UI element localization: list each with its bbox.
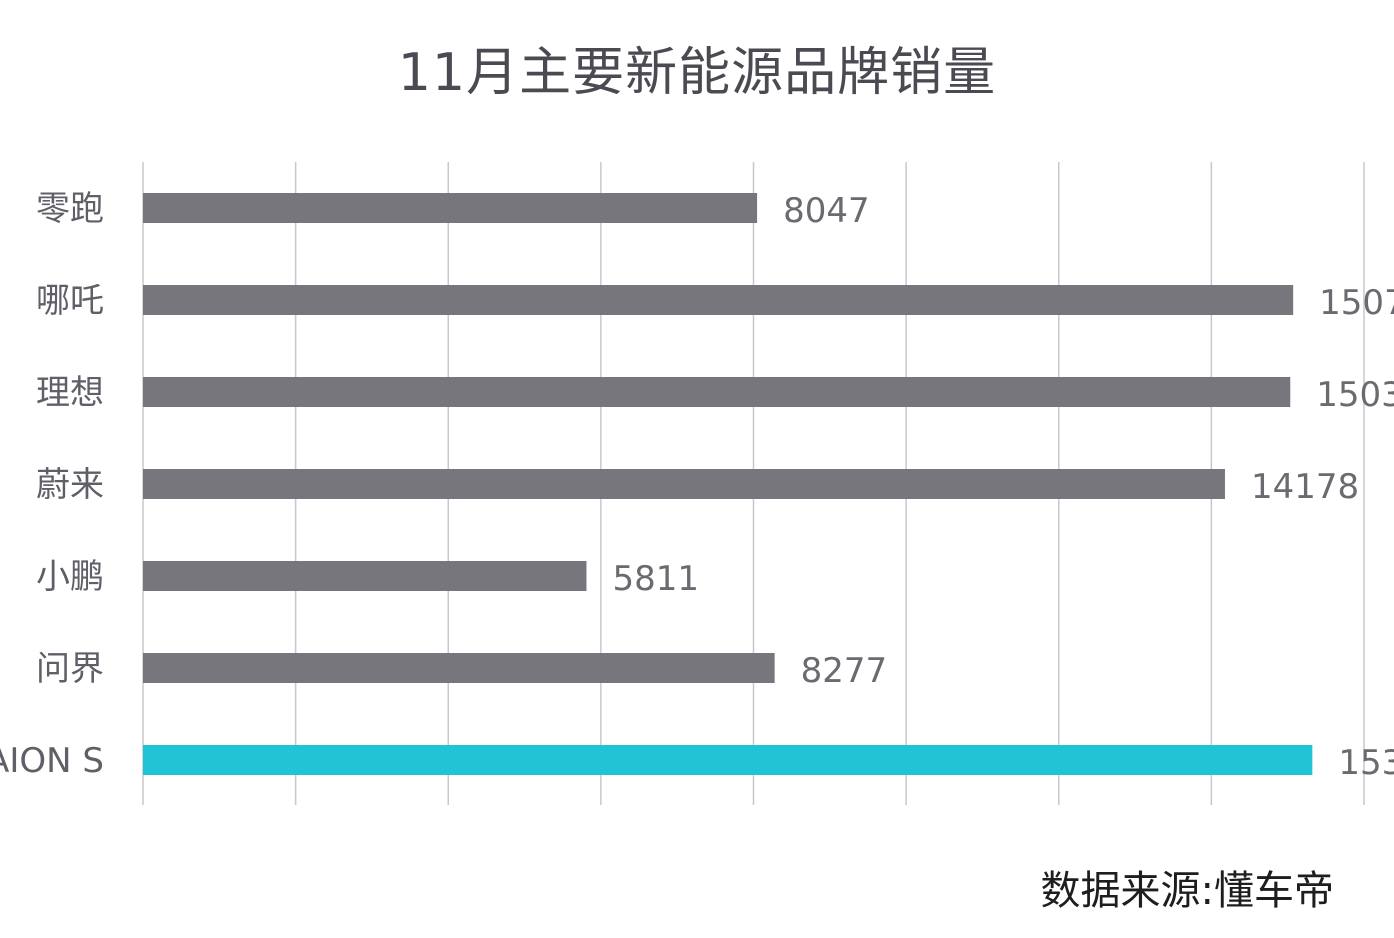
category-label: 蔚来 (36, 465, 104, 505)
bar-3 (143, 469, 1225, 499)
category-label: 哪吒 (36, 281, 104, 321)
bar-6 (143, 745, 1313, 775)
category-label: 问界 (36, 649, 104, 689)
value-label: 8047 (783, 191, 870, 231)
bar-0 (143, 193, 758, 223)
category-label: 理想 (36, 373, 104, 413)
value-label: 15034 (1316, 375, 1394, 415)
value-label: 15072 (1319, 283, 1394, 323)
value-label: 14178 (1251, 467, 1359, 507)
category-label: AION S (0, 741, 104, 781)
bar-4 (143, 561, 587, 591)
value-label: 8277 (801, 651, 888, 691)
category-label: 小鹏 (36, 557, 104, 597)
bar-1 (143, 285, 1294, 315)
data-source: 数据来源:懂车帝 (1040, 868, 1334, 914)
value-label: 15323 (1338, 743, 1394, 783)
bar-2 (143, 377, 1291, 407)
value-label: 5811 (612, 559, 699, 599)
chart-title: 11月主要新能源品牌销量 (397, 43, 997, 103)
category-label: 零跑 (36, 189, 104, 229)
bar-5 (143, 653, 775, 683)
